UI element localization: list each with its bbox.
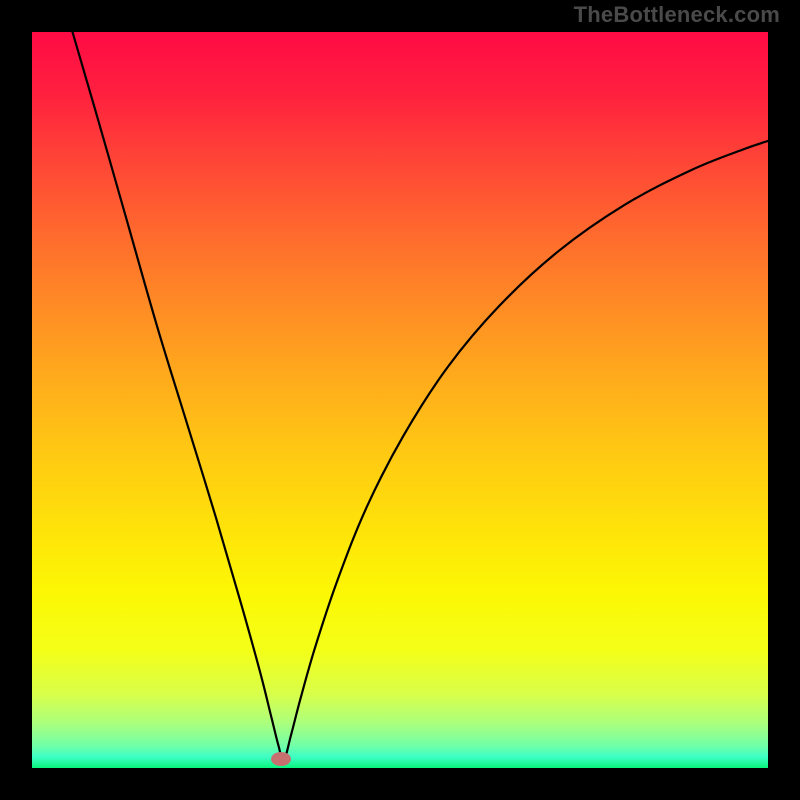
plot-container: TheBottleneck.com [0, 0, 800, 800]
watermark-text: TheBottleneck.com [574, 2, 780, 28]
curve-svg [32, 32, 768, 768]
bottleneck-curve [72, 32, 768, 761]
minimum-marker [271, 752, 291, 766]
plot-area [32, 32, 768, 768]
